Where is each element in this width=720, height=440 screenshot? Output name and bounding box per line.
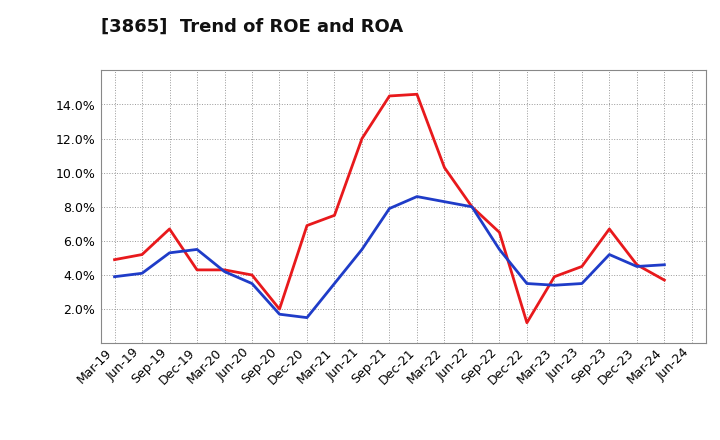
ROA bbox=[138, 271, 146, 276]
ROE bbox=[413, 92, 421, 97]
ROE bbox=[275, 306, 284, 312]
ROA bbox=[550, 282, 559, 288]
ROA bbox=[275, 312, 284, 317]
ROE bbox=[467, 204, 476, 209]
ROE bbox=[330, 213, 339, 218]
Line: ROE: ROE bbox=[114, 94, 665, 323]
ROA bbox=[660, 262, 669, 268]
ROE bbox=[523, 320, 531, 326]
ROE bbox=[660, 278, 669, 283]
ROE bbox=[440, 165, 449, 170]
ROE bbox=[550, 274, 559, 279]
Text: [3865]  Trend of ROE and ROA: [3865] Trend of ROE and ROA bbox=[101, 18, 403, 36]
ROA bbox=[385, 206, 394, 211]
ROE bbox=[577, 264, 586, 269]
ROA bbox=[220, 269, 229, 274]
ROE bbox=[302, 223, 311, 228]
ROA bbox=[358, 247, 366, 252]
ROE bbox=[248, 272, 256, 278]
ROE bbox=[495, 230, 504, 235]
ROE bbox=[220, 267, 229, 272]
ROA bbox=[523, 281, 531, 286]
ROA bbox=[165, 250, 174, 256]
ROA bbox=[193, 247, 202, 252]
ROA bbox=[605, 252, 613, 257]
ROA bbox=[330, 281, 339, 286]
ROE bbox=[385, 93, 394, 99]
ROE bbox=[193, 267, 202, 272]
ROE bbox=[358, 136, 366, 141]
ROE bbox=[605, 226, 613, 231]
ROA bbox=[248, 281, 256, 286]
ROA bbox=[440, 199, 449, 204]
ROE bbox=[138, 252, 146, 257]
ROA bbox=[577, 281, 586, 286]
ROE bbox=[165, 226, 174, 231]
ROE bbox=[633, 262, 642, 268]
ROA bbox=[413, 194, 421, 199]
ROA bbox=[495, 247, 504, 252]
ROE bbox=[110, 257, 119, 262]
Line: ROA: ROA bbox=[114, 197, 665, 318]
ROA bbox=[110, 274, 119, 279]
ROA bbox=[633, 264, 642, 269]
ROA bbox=[467, 204, 476, 209]
ROA bbox=[302, 315, 311, 320]
